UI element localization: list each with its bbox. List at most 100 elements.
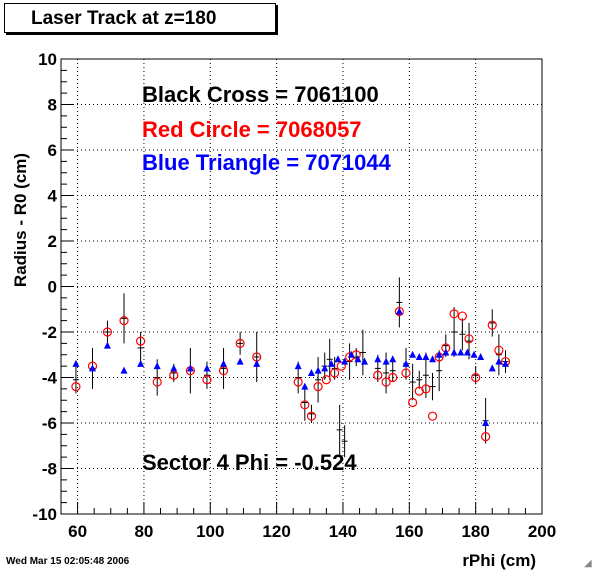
grid-lines xyxy=(61,59,542,514)
blue-triangle-point xyxy=(170,364,178,372)
red-circle-point xyxy=(330,368,340,378)
red-circle-point xyxy=(408,397,418,408)
y-tick-label: -6 xyxy=(42,414,57,433)
x-axis-label: rPhi (cm) xyxy=(462,551,536,570)
blue-triangle-point xyxy=(103,341,111,349)
x-tick-label: 200 xyxy=(528,522,556,541)
red-circle-point xyxy=(457,311,467,321)
y-tick-label: -8 xyxy=(42,460,57,479)
red-circle-point xyxy=(306,411,317,421)
blue-triangle-point xyxy=(502,359,510,367)
blue-triangle-point xyxy=(429,355,437,363)
blue-triangle-point xyxy=(347,350,355,358)
y-tick-label: -2 xyxy=(42,323,57,342)
blue-triangle-point xyxy=(374,355,382,363)
red-circle-point xyxy=(381,377,391,387)
red-circle-point xyxy=(235,338,245,348)
red-circle-point xyxy=(421,384,431,394)
blue-triangle-point xyxy=(402,359,410,367)
red-circle-point xyxy=(71,382,81,392)
red-circle-point xyxy=(487,320,497,330)
blue-triangle-point xyxy=(341,357,349,365)
blue-triangle-point xyxy=(422,353,430,361)
red-circle-point xyxy=(102,327,113,337)
blue-triangle-point xyxy=(482,419,490,426)
red-circle-point xyxy=(293,377,303,387)
red-circle-point xyxy=(481,432,491,442)
blue-triangle-point xyxy=(72,359,80,367)
blue-triangle-point xyxy=(327,359,335,367)
red-circle-point xyxy=(300,400,310,410)
blue-triangle-point xyxy=(334,355,342,363)
blue-triangle-point xyxy=(389,355,397,363)
blue-triangle-point xyxy=(321,364,329,372)
blue-triangle-point xyxy=(301,382,309,390)
y-tick-label: 2 xyxy=(48,232,57,251)
blue-triangle-point xyxy=(354,355,362,363)
blue-triangle-point xyxy=(89,364,97,372)
blue-triangle-point xyxy=(495,357,503,365)
red-circle-point xyxy=(449,309,459,319)
annotation-text: Sector 4 Phi = -0.524 xyxy=(142,450,357,475)
y-tick-label: 4 xyxy=(48,187,58,206)
blue-triangle-point xyxy=(470,350,478,358)
y-tick-label: -4 xyxy=(42,369,58,388)
data-marks xyxy=(71,277,511,458)
y-tick-label: -10 xyxy=(32,505,57,524)
blue-triangle-point xyxy=(415,353,423,361)
annotation-text: Blue Triangle = 7071044 xyxy=(142,150,392,175)
blue-triangle-point xyxy=(137,359,145,367)
resize-handle-icon: ◢ xyxy=(584,558,592,569)
blue-triangle-point xyxy=(395,307,403,315)
red-circle-point xyxy=(388,372,398,383)
red-circle-point xyxy=(471,372,481,383)
red-circle-point xyxy=(464,334,474,344)
blue-triangle-point xyxy=(361,357,369,365)
y-tick-label: 6 xyxy=(48,141,57,160)
red-circle-point xyxy=(136,336,146,346)
blue-triangle-point xyxy=(294,362,302,370)
red-circle-point xyxy=(427,411,438,421)
y-tick-label: 8 xyxy=(48,96,57,115)
blue-triangle-point xyxy=(435,350,443,358)
blue-triangle-point xyxy=(186,364,194,372)
blue-triangle-point xyxy=(463,348,471,356)
red-circle-point xyxy=(414,386,424,396)
annotations: Black Cross = 7061100 Red Circle = 706805… xyxy=(142,82,392,475)
x-tick-label: 100 xyxy=(196,522,224,541)
red-circle-point xyxy=(321,375,331,385)
y-tick-label: 10 xyxy=(38,50,57,69)
red-circle-point xyxy=(119,316,129,326)
red-circle-point xyxy=(494,345,504,355)
blue-triangle-point xyxy=(457,348,465,356)
x-tick-label: 140 xyxy=(329,522,357,541)
red-circle-point xyxy=(152,377,162,387)
blue-triangle-point xyxy=(477,353,485,361)
x-tick-label: 180 xyxy=(461,522,489,541)
red-circle-point xyxy=(202,375,212,385)
blue-triangle-point xyxy=(253,359,261,367)
blue-triangle-point xyxy=(236,357,244,365)
y-axis-label: Radius - R0 (cm) xyxy=(11,153,30,287)
blue-triangle-point xyxy=(314,366,322,374)
blue-triangle-point xyxy=(382,357,390,365)
x-tick-label: 120 xyxy=(262,522,290,541)
blue-triangle-point xyxy=(488,364,496,372)
red-circle-point xyxy=(373,370,383,380)
blue-triangle-point xyxy=(120,366,128,374)
y-tick-label: 0 xyxy=(48,278,57,297)
red-circle-point xyxy=(313,382,323,392)
x-tick-label: 160 xyxy=(395,522,423,541)
timestamp-footer: Wed Mar 15 02:05:48 2006 xyxy=(6,556,130,567)
annotation-text: Red Circle = 7068057 xyxy=(142,117,362,142)
blue-triangle-point xyxy=(203,364,211,372)
blue-triangle-point xyxy=(307,368,315,376)
annotation-text: Black Cross = 7061100 xyxy=(142,82,379,107)
x-tick-label: 60 xyxy=(68,522,87,541)
axis-ticks: 60 80 100 120 140 160 180 200 -10 -8 -6 -4 -2 0 2 4 6 8 10 xyxy=(32,50,556,541)
chart-title: Laser Track at z=180 xyxy=(4,3,276,33)
red-circle-point xyxy=(401,368,411,378)
blue-triangle-point xyxy=(450,348,458,356)
blue-triangle-point xyxy=(409,350,417,358)
